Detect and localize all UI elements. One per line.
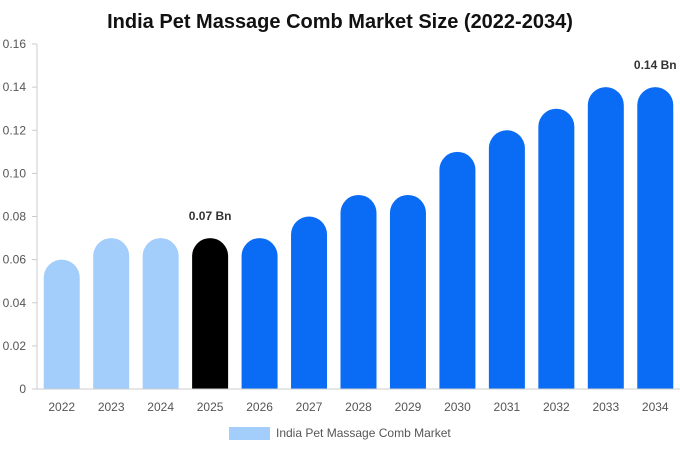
y-tick-label: 0.02 <box>3 339 27 353</box>
bar-2023 <box>93 238 130 389</box>
data-label-2025: 0.07 Bn <box>189 209 232 223</box>
bar-2032 <box>538 108 575 389</box>
x-tick-label: 2022 <box>48 400 75 414</box>
x-tick-label: 2026 <box>246 400 273 414</box>
bar-2028 <box>340 194 377 389</box>
bar-2024 <box>142 238 179 389</box>
x-axis: 2022 2023 2024 2025 2026 2027 2028 2029 2030 2031… <box>37 388 680 414</box>
y-tick-label: 0 <box>19 382 26 396</box>
chart-title: India Pet Massage Comb Market Size (2022… <box>107 11 573 33</box>
bar-2029 <box>389 194 426 389</box>
bar-2022 <box>43 259 80 389</box>
data-labels: 0.07 Bn 0.14 Bn <box>189 58 677 223</box>
x-tick-label: 2033 <box>592 400 619 414</box>
bar-2025 <box>192 238 229 389</box>
legend-label: India Pet Massage Comb Market <box>276 426 451 440</box>
bar-2033 <box>587 87 624 389</box>
bars <box>43 87 674 389</box>
x-tick-label: 2034 <box>642 400 669 414</box>
y-axis: 0 0.02 0.04 0.06 0.08 0.10 0.12 0.14 0.16 <box>3 37 38 396</box>
x-tick-label: 2029 <box>395 400 422 414</box>
y-tick-label: 0.06 <box>3 253 27 267</box>
y-tick-label: 0.16 <box>3 37 27 51</box>
bar-2034 <box>637 87 674 389</box>
y-tick-label: 0.12 <box>3 123 27 137</box>
x-tick-label: 2025 <box>197 400 224 414</box>
bar-2027 <box>291 216 328 389</box>
y-tick-label: 0.14 <box>3 80 27 94</box>
bar-2030 <box>439 151 476 389</box>
y-tick-label: 0.04 <box>3 296 27 310</box>
x-tick-label: 2028 <box>345 400 372 414</box>
legend: India Pet Massage Comb Market <box>229 426 451 440</box>
x-tick-label: 2032 <box>543 400 570 414</box>
bar-2026 <box>241 238 278 389</box>
legend-swatch <box>229 427 270 440</box>
data-label-2034: 0.14 Bn <box>634 58 677 72</box>
x-tick-label: 2024 <box>147 400 174 414</box>
x-tick-label: 2027 <box>296 400 323 414</box>
y-tick-label: 0.08 <box>3 210 27 224</box>
x-tick-label: 2030 <box>444 400 471 414</box>
bar-2031 <box>488 130 525 389</box>
y-tick-label: 0.10 <box>3 166 27 180</box>
x-tick-label: 2031 <box>494 400 521 414</box>
x-tick-label: 2023 <box>98 400 125 414</box>
